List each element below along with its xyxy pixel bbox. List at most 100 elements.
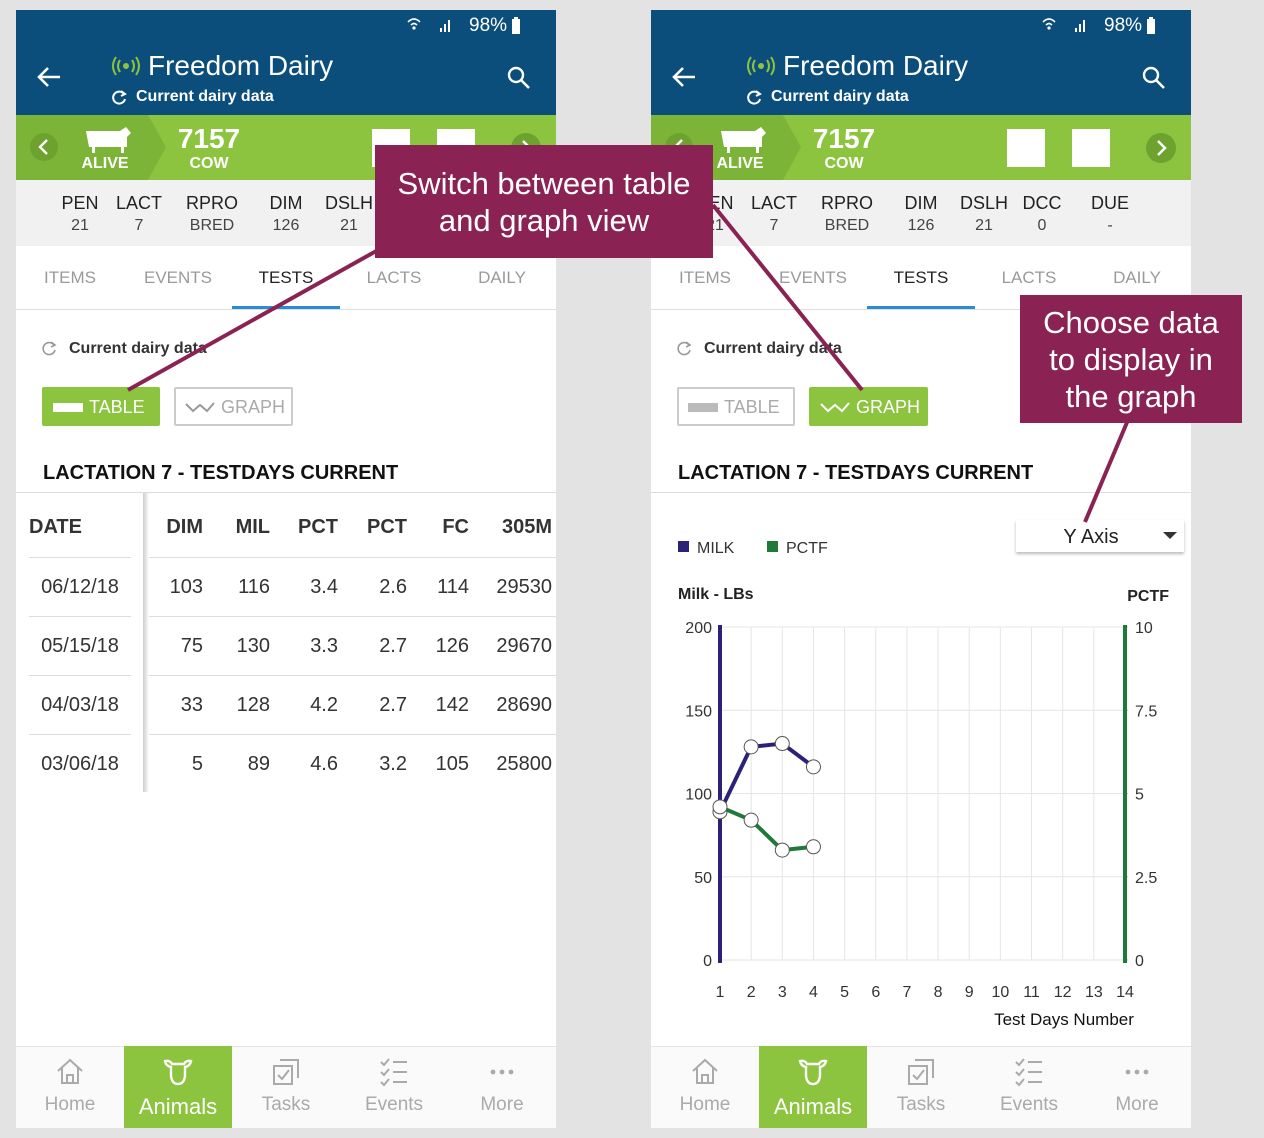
table-cell: 130	[236, 635, 270, 657]
tab[interactable]: TESTS	[258, 268, 314, 287]
y-tick-label: 50	[694, 870, 712, 887]
nav-icon-part	[490, 1069, 496, 1075]
view-toggle-label: TABLE	[724, 397, 780, 417]
callout: Switch between table and graph view	[375, 145, 713, 258]
view-toggle-button[interactable]	[174, 387, 293, 426]
data-point	[712, 799, 728, 815]
table-cell: 3.2	[379, 753, 407, 775]
legend-label: PCTF	[786, 540, 828, 557]
nav-icon-part	[57, 1058, 83, 1084]
tab[interactable]: LACTS	[366, 268, 422, 287]
table-header: MIL	[235, 516, 270, 538]
table-cell: 33	[180, 694, 203, 716]
app-title: Freedom Dairy	[783, 50, 969, 81]
status-icons-part	[412, 26, 416, 30]
table-cell: 2.7	[379, 694, 407, 716]
nav-label: Home	[44, 1094, 96, 1115]
search-button[interactable]	[1141, 65, 1167, 91]
x-tick-label: 11	[1023, 984, 1040, 1001]
tab[interactable]: EVENTS	[143, 268, 213, 287]
stat-value: BRED	[824, 217, 870, 234]
data-point	[805, 759, 821, 775]
nav-icon-part	[277, 1069, 290, 1081]
axis-selector[interactable]	[1016, 520, 1184, 552]
back-button[interactable]	[671, 65, 697, 89]
stat-value: -	[1107, 217, 1113, 234]
table-cell: 4.2	[310, 694, 338, 716]
animal-id: 7157	[177, 123, 241, 154]
nav-icon-part	[692, 1058, 718, 1084]
x-tick-label: 7	[902, 984, 911, 1001]
stat-label: PEN	[61, 193, 99, 213]
animal-status: ALIVE	[81, 155, 129, 172]
nav-item[interactable]	[124, 1046, 232, 1128]
connection-icon-part	[123, 63, 129, 69]
nav-icon-part	[163, 1059, 193, 1086]
sync-icon-part	[120, 90, 127, 97]
row-divider	[149, 734, 556, 735]
table-header: FC	[442, 516, 469, 538]
nav-icon-part	[508, 1069, 514, 1075]
tab[interactable]: LACTS	[1001, 268, 1057, 287]
nav-label: Events	[364, 1094, 424, 1115]
nav-item[interactable]	[759, 1046, 867, 1128]
callout-pointer	[711, 203, 864, 392]
nav-icon	[1125, 1069, 1149, 1075]
animal-action[interactable]	[1072, 129, 1110, 167]
tab[interactable]: DAILY	[478, 268, 526, 287]
connection-icon	[112, 56, 140, 76]
x-tick-label: 6	[871, 984, 880, 1001]
status-icons-part	[1047, 26, 1051, 30]
table-cell: 142	[435, 694, 469, 716]
next-animal[interactable]	[1145, 132, 1177, 164]
tab[interactable]: DAILY	[1113, 268, 1161, 287]
row-divider	[29, 616, 131, 617]
view-toggle-icon-part	[185, 402, 215, 413]
stat-value: BRED	[189, 217, 235, 234]
table-cell: 114	[437, 576, 469, 598]
nav-icon	[57, 1058, 83, 1084]
tab[interactable]: EVENTS	[778, 268, 848, 287]
nav-icon-part	[280, 1059, 299, 1078]
back-button[interactable]	[36, 65, 62, 89]
y2-axis-title: PCTF	[1127, 588, 1169, 605]
nav-label: Tasks	[261, 1094, 311, 1115]
table-cell: 05/15/18	[41, 635, 119, 657]
table-cell: 128	[236, 694, 270, 716]
stat-label: LACT	[115, 193, 162, 213]
nav-icon-part	[908, 1065, 928, 1085]
search-button[interactable]	[506, 65, 532, 91]
tab[interactable]: ITEMS	[679, 268, 731, 287]
status-icons-part	[1075, 28, 1077, 32]
y2-tick-label: 5	[1135, 787, 1144, 804]
stat-label: DIM	[269, 193, 303, 213]
data-point	[774, 842, 790, 858]
tab[interactable]: ITEMS	[44, 268, 96, 287]
search-button-part	[520, 79, 530, 89]
dropdown-arrow-part	[1163, 532, 1177, 539]
nav-label: Events	[999, 1094, 1059, 1115]
series-line	[719, 804, 814, 853]
view-toggle-icon	[53, 403, 83, 412]
animal-action[interactable]	[1007, 129, 1045, 167]
nav-label: Home	[679, 1094, 731, 1115]
stat-value: 0	[1037, 217, 1047, 234]
data-point	[774, 736, 790, 752]
view-toggle-button[interactable]	[809, 387, 928, 426]
x-tick-label: 4	[809, 984, 818, 1001]
x-tick-label: 2	[747, 984, 756, 1001]
nav-icon	[1015, 1058, 1042, 1087]
stat-label: DCC	[1022, 193, 1062, 213]
connection-icon	[747, 56, 775, 76]
tab[interactable]: TESTS	[893, 268, 949, 287]
table-cell: 04/03/18	[41, 694, 119, 716]
view-toggle-icon-part	[820, 402, 850, 413]
stat-value: 126	[907, 217, 935, 234]
sync-icon	[42, 341, 57, 356]
table-header: DIM	[166, 516, 203, 538]
stat-value: 126	[272, 217, 300, 234]
nav-icon-part	[915, 1059, 934, 1078]
status-icons-part	[407, 18, 421, 26]
section-divider	[16, 492, 556, 493]
